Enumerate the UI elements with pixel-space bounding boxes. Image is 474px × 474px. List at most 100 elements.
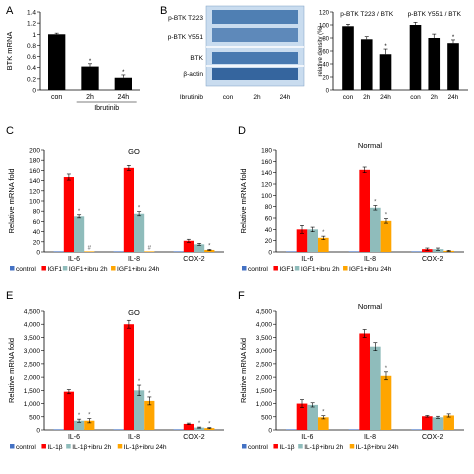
y-tick-label: 2,000 [256, 375, 273, 382]
y-tick-label: 4,000 [24, 322, 41, 329]
x-tick-label: IL-8 [128, 434, 140, 441]
x-tick-label: IL-8 [364, 434, 376, 441]
legend-swatch [117, 444, 123, 449]
panel-letter-f: F [238, 290, 245, 302]
x-tick-label: con [343, 94, 354, 101]
significance-mark: * [89, 59, 92, 65]
legend-label: IL-1β+ibru 24h [356, 444, 399, 451]
panel-letter-a: A [6, 5, 14, 17]
legend-label: IL-1β+ibru 2h [72, 444, 111, 451]
bar [370, 207, 381, 252]
y-tick-label: 40 [322, 63, 329, 69]
bar [380, 220, 392, 252]
significance-mark: * [322, 230, 325, 236]
y-tick-label: 160 [261, 159, 272, 166]
bar [422, 416, 433, 430]
bar [443, 415, 454, 430]
bar [360, 39, 373, 90]
x-tick-label: 24h [117, 94, 129, 101]
bar [286, 429, 297, 430]
subplot-title: p-BTK Y551 / BTK [408, 11, 462, 18]
bar [317, 237, 329, 252]
significance-mark: # [88, 245, 92, 251]
bar [204, 249, 215, 252]
bar [48, 34, 66, 90]
bar [342, 26, 354, 90]
bar [411, 429, 423, 430]
bar [63, 391, 74, 430]
y-tick-label: 0.4 [27, 65, 36, 72]
blot-lane-label: 24h [280, 94, 291, 101]
x-tick-label: IL-8 [128, 256, 140, 263]
y-axis-label: Relative mRNA fold [7, 168, 16, 233]
significance-mark: * [138, 206, 141, 212]
bar [194, 244, 205, 252]
panel-letter-b: B [160, 5, 167, 17]
y-tick-label: 0 [36, 428, 40, 435]
y-tick-label: 0 [36, 250, 40, 257]
blot-lane-label: 2h [253, 94, 261, 101]
legend-label: IGF1 [47, 266, 62, 273]
legend-label: IL-1β [279, 444, 294, 451]
bar [183, 240, 194, 252]
legend-swatch [298, 444, 303, 449]
significance-mark: * [452, 35, 455, 41]
significance-mark: * [198, 421, 201, 427]
y-tick-label: 60 [265, 216, 273, 223]
y-tick-label: 20 [265, 238, 273, 245]
x-tick-label: COX-2 [422, 256, 444, 263]
y-axis-label: BTK mRNA [5, 32, 14, 71]
bar [144, 251, 155, 252]
panel-letter-d: D [238, 125, 246, 137]
y-tick-label: 40 [265, 227, 273, 234]
chart-title: GO [128, 308, 140, 317]
y-tick-label: 100 [319, 24, 330, 30]
x-tick-label: 2h [363, 94, 371, 101]
legend-label: IL-1β+ibru 24h [124, 444, 167, 451]
significance-mark: * [138, 379, 141, 385]
significance-mark: * [208, 243, 211, 249]
y-tick-label: 60 [322, 50, 329, 56]
y-tick-label: 4,500 [24, 309, 41, 316]
blot-band-actin [212, 68, 298, 80]
y-tick-label: 20 [33, 239, 41, 246]
y-tick-label: 500 [261, 414, 272, 421]
bar [74, 420, 85, 430]
significance-mark: * [322, 410, 325, 416]
y-tick-label: 80 [322, 37, 329, 43]
y-tick-label: 1 [32, 32, 36, 39]
bar [370, 346, 381, 430]
bar [296, 403, 308, 430]
legend-label: IGF1+ibru 2h [69, 266, 108, 273]
y-tick-label: 100 [261, 193, 272, 200]
chart-title: GO [128, 147, 140, 156]
bar [183, 423, 194, 430]
blot-band-t223 [212, 10, 298, 24]
y-axis-label: Relative mRNA fold [239, 338, 248, 403]
y-tick-label: 20 [322, 76, 329, 82]
bar [359, 333, 370, 430]
bar [84, 420, 95, 430]
x-tick-label: COX-2 [183, 256, 205, 263]
y-tick-label: 1.4 [27, 10, 36, 17]
y-tick-label: 3,500 [24, 335, 41, 342]
bar [194, 427, 205, 430]
y-tick-label: 2,500 [256, 361, 273, 368]
bar [348, 429, 360, 430]
x-group-label: Ibrutinib [94, 105, 119, 112]
legend-swatch [343, 266, 348, 271]
legend-swatch [66, 444, 71, 449]
western-blot: p-BTK T223 p-BTK Y551 BTK β-actin Ibruti… [168, 5, 305, 101]
bar [317, 417, 329, 430]
x-tick-label: con [410, 94, 421, 101]
y-tick-label: 1,500 [256, 388, 273, 395]
significance-mark: * [208, 422, 211, 428]
y-axis-label: Relative mRNA fold [239, 168, 248, 233]
y-tick-label: 120 [319, 11, 330, 17]
bar [123, 324, 134, 430]
bar [134, 213, 145, 252]
y-tick-label: 80 [33, 209, 41, 216]
legend-label: IGF1+ibru 2h [301, 266, 340, 273]
bar [409, 25, 422, 90]
